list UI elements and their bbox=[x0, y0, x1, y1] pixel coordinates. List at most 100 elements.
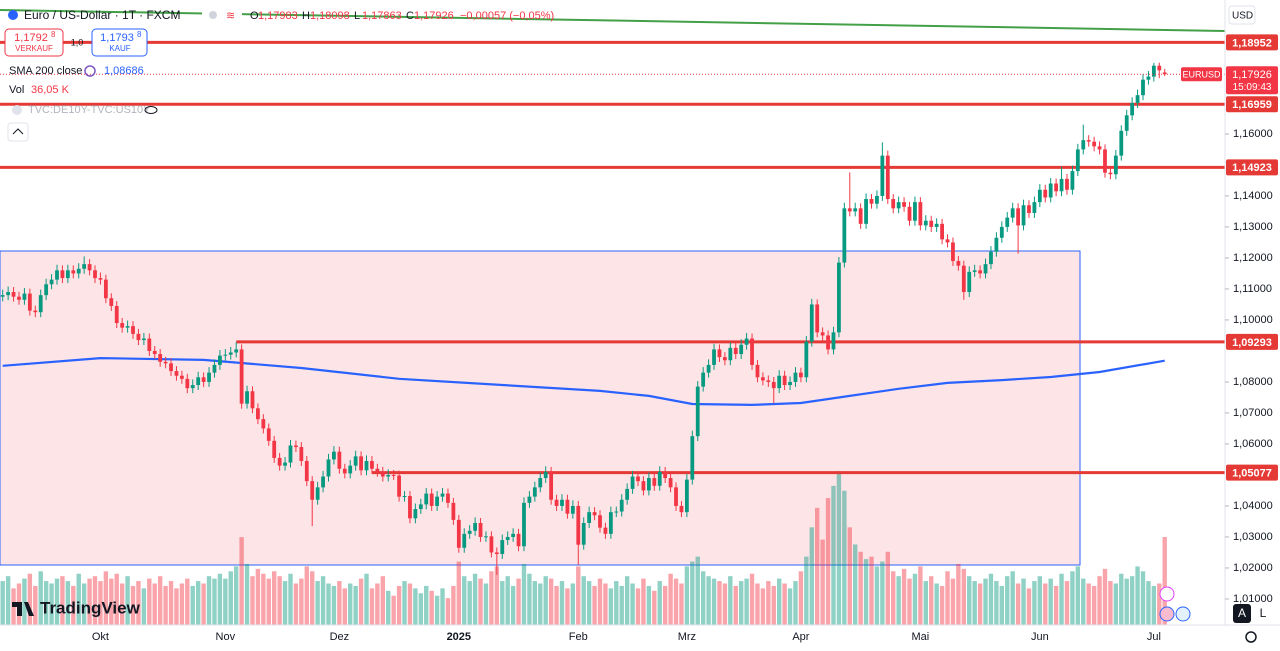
volume-bar bbox=[27, 573, 33, 625]
compare-symbol[interactable]: TVC:DE10Y-TVC:US10Y bbox=[28, 104, 151, 116]
auto-button[interactable] bbox=[1233, 604, 1251, 623]
settings-icon[interactable] bbox=[1245, 631, 1257, 643]
log-label[interactable]: L bbox=[1260, 606, 1267, 620]
candle-body bbox=[266, 428, 271, 441]
sell-price[interactable]: 1,1792 bbox=[14, 32, 48, 44]
candle-body bbox=[1162, 72, 1167, 75]
volume-bar bbox=[375, 583, 380, 625]
brand-logo bbox=[12, 602, 34, 616]
y-tick-label: 1,01000 bbox=[1233, 593, 1273, 605]
volume-bar bbox=[782, 583, 787, 625]
buy-pip[interactable]: 8 bbox=[137, 30, 142, 39]
volume-bar bbox=[706, 576, 711, 625]
candle-body bbox=[663, 471, 668, 479]
candle-body bbox=[603, 527, 608, 534]
volume-bar bbox=[679, 583, 684, 625]
currency[interactable]: USD bbox=[1232, 11, 1253, 22]
candle-body bbox=[348, 465, 353, 474]
volume-bar bbox=[983, 578, 988, 625]
volume-bar bbox=[261, 573, 266, 625]
volume-bar bbox=[174, 588, 179, 625]
volume-bar bbox=[342, 588, 347, 625]
volume-bar bbox=[299, 578, 304, 625]
y-tick-label: 1,06000 bbox=[1233, 438, 1273, 450]
level-tag bbox=[1226, 96, 1278, 113]
candle-body bbox=[636, 476, 640, 482]
candle-body bbox=[668, 478, 673, 488]
collapse-button[interactable] bbox=[7, 122, 29, 142]
candle-body bbox=[402, 496, 407, 498]
candle-body bbox=[695, 386, 700, 437]
sell-button[interactable] bbox=[4, 28, 64, 57]
candle-body bbox=[321, 476, 325, 488]
buy-label[interactable]: KAUF bbox=[109, 44, 130, 53]
volume-bar bbox=[239, 537, 244, 625]
candle-body bbox=[1113, 155, 1118, 175]
candle-body bbox=[657, 471, 662, 486]
volume-bar bbox=[603, 583, 608, 625]
legend-menu[interactable]: ≋ bbox=[226, 10, 235, 22]
candle-body bbox=[934, 223, 939, 227]
volume-bar bbox=[576, 566, 581, 625]
volume-bar bbox=[424, 585, 429, 625]
candle-body bbox=[484, 536, 488, 538]
volume-bar bbox=[147, 578, 152, 625]
candle-body bbox=[625, 488, 630, 500]
candle-body bbox=[684, 479, 689, 513]
y-tick-label: 1,02000 bbox=[1233, 562, 1273, 574]
volume-bar bbox=[489, 571, 494, 625]
candle-body bbox=[875, 195, 879, 204]
volume-bar bbox=[119, 583, 125, 625]
volume-bar bbox=[912, 573, 918, 625]
candle-body bbox=[1141, 79, 1145, 96]
candle-body bbox=[945, 239, 950, 243]
x-tick-label: Mai bbox=[912, 631, 930, 643]
candle-body bbox=[842, 208, 847, 263]
candle-body bbox=[424, 493, 429, 505]
candle-body bbox=[131, 326, 135, 334]
sell-label[interactable]: VERKAUF bbox=[15, 44, 53, 53]
eye-icon[interactable] bbox=[144, 106, 158, 114]
auto-label[interactable]: A bbox=[1238, 606, 1246, 620]
volume-bar bbox=[690, 561, 695, 625]
sma-label[interactable]: SMA 200 close bbox=[9, 65, 82, 77]
brand[interactable]: TradingView bbox=[40, 598, 141, 617]
volume-bar bbox=[967, 576, 972, 625]
candle-body bbox=[87, 264, 92, 271]
volume-bar bbox=[548, 578, 554, 625]
candle-body bbox=[304, 460, 309, 482]
volume-bar bbox=[570, 583, 576, 625]
vol-label[interactable]: Vol bbox=[9, 84, 24, 96]
flag-icon[interactable] bbox=[1159, 606, 1175, 622]
symbol[interactable]: Euro / US-Dollar · 1T · FXCM bbox=[24, 8, 180, 22]
buy-price[interactable]: 1,1793 bbox=[100, 32, 134, 44]
volume-bar bbox=[1075, 566, 1081, 625]
candle-body bbox=[272, 440, 277, 458]
volume-bar bbox=[809, 527, 814, 625]
volume-bar bbox=[804, 556, 809, 625]
flag-icon[interactable] bbox=[1175, 606, 1191, 622]
candle-body bbox=[853, 208, 858, 212]
volume-bar bbox=[92, 576, 98, 625]
volume-bar bbox=[700, 571, 706, 625]
sell-pip[interactable]: 8 bbox=[51, 30, 56, 39]
currency-box[interactable] bbox=[1228, 5, 1256, 25]
candle-body bbox=[674, 487, 678, 506]
candle-body bbox=[733, 347, 738, 355]
volume-bar bbox=[98, 581, 103, 625]
volume-bar bbox=[874, 566, 880, 625]
volume-bar bbox=[619, 585, 624, 625]
volume-bar bbox=[793, 581, 798, 625]
sma-icon bbox=[84, 65, 96, 77]
volume-bar bbox=[103, 571, 109, 625]
candle-body bbox=[364, 460, 369, 471]
volume-bar bbox=[288, 573, 293, 625]
candle-body bbox=[1054, 183, 1059, 192]
x-tick-label: Apr bbox=[792, 631, 809, 643]
candle-body bbox=[549, 471, 554, 500]
event-icon[interactable] bbox=[1159, 586, 1175, 602]
volume-bar bbox=[586, 581, 592, 625]
candle-body bbox=[750, 338, 754, 365]
buy-button[interactable] bbox=[91, 28, 148, 57]
